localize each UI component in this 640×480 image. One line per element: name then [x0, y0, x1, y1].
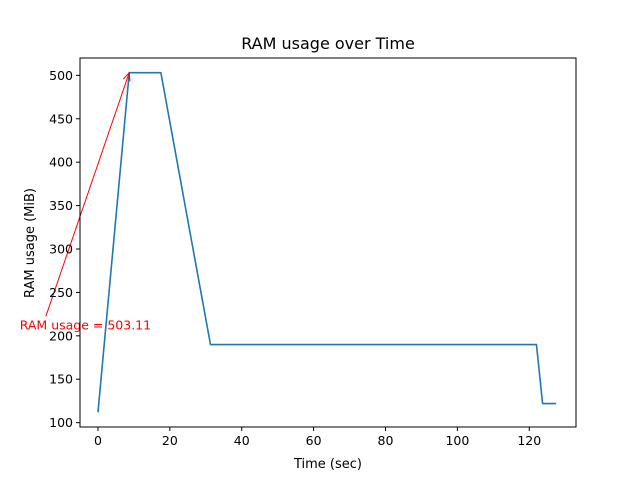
chart-title: RAM usage over Time [241, 34, 415, 53]
x-axis-label: Time (sec) [293, 457, 362, 472]
y-tick-label: 250 [49, 285, 73, 300]
y-tick-label: 400 [49, 155, 73, 170]
x-tick-label: 0 [94, 433, 102, 448]
y-axis-label: RAM usage (MiB) [23, 188, 38, 298]
y-tick-label: 150 [49, 372, 73, 387]
x-tick-label: 20 [162, 433, 178, 448]
y-tick-label: 350 [49, 198, 73, 213]
x-tick-label: 40 [234, 433, 250, 448]
y-tick-label: 200 [49, 328, 73, 343]
y-tick-label: 300 [49, 242, 73, 257]
x-tick-label: 120 [517, 433, 541, 448]
x-tick-label: 60 [306, 433, 322, 448]
y-tick-label: 100 [49, 415, 73, 430]
annotation-arrow-head [122, 71, 131, 82]
annotation-arrow-line [45, 72, 130, 317]
y-tick-label: 450 [49, 111, 73, 126]
x-tick-label: 100 [445, 433, 469, 448]
y-tick-label: 500 [49, 68, 73, 83]
plot-area: RAM usage = 503.11 0 20 40 60 80 100 120 100 150 2… [20, 57, 577, 448]
x-tick-label: 80 [378, 433, 394, 448]
annotation-text: RAM usage = 503.11 [20, 317, 151, 332]
plot-frame [79, 57, 577, 428]
